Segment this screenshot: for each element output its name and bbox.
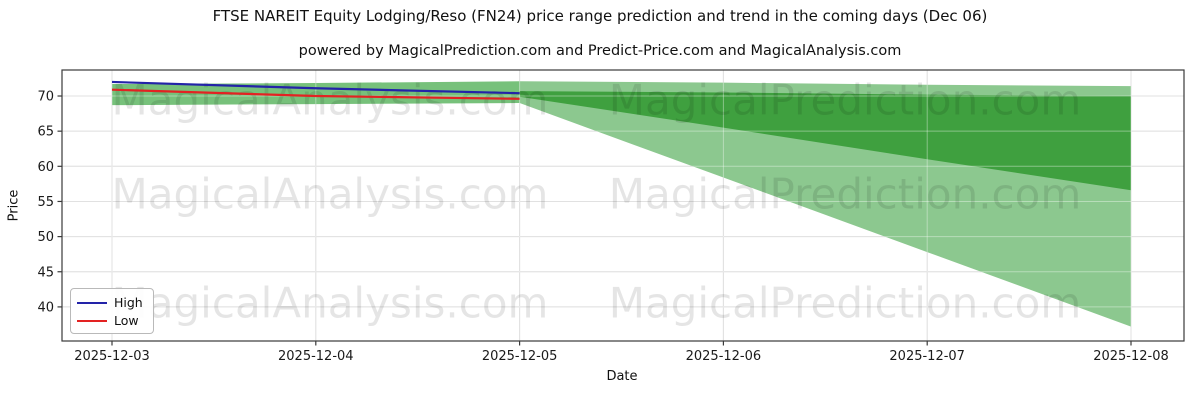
x-axis-label: Date	[606, 369, 638, 384]
legend-label-low: Low	[114, 312, 139, 328]
x-tick-label: 2025-12-08	[1093, 349, 1169, 364]
low-line-sample	[77, 319, 107, 323]
y-tick-label: 45	[37, 265, 54, 280]
x-tick-label: 2025-12-04	[278, 349, 354, 364]
y-tick-label: 60	[37, 160, 54, 175]
low-line	[111, 88, 520, 100]
y-tick-label: 65	[37, 125, 54, 140]
legend: High Low	[70, 288, 154, 334]
y-tick-label: 40	[37, 300, 54, 315]
chart-subtitle: powered by MagicalPrediction.com and Pre…	[298, 43, 902, 59]
watermark-prediction: MagicalPrediction.com	[609, 76, 1082, 125]
x-tick-label: 2025-12-07	[889, 349, 965, 364]
y-tick-label: 50	[37, 230, 54, 245]
prediction-bands	[112, 81, 1131, 327]
x-tick-label: 2025-12-03	[74, 349, 150, 364]
history-range-band	[112, 81, 520, 106]
price-lines	[111, 80, 520, 100]
y-tick-label: 70	[37, 90, 54, 105]
legend-entry-high: High	[77, 294, 153, 312]
x-tick-label: 2025-12-05	[482, 349, 558, 364]
watermark-text-layer: MagicalAnalysis.com MagicalPrediction.com…	[112, 76, 1082, 328]
x-tick-label: 2025-12-06	[686, 349, 762, 364]
chart-title: FTSE NAREIT Equity Lodging/Reso (FN24) p…	[212, 7, 988, 25]
watermark-analysis: MagicalAnalysis.com	[112, 76, 549, 125]
gridline-overlay	[62, 70, 1184, 341]
watermark-prediction: MagicalPrediction.com	[609, 170, 1082, 219]
legend-label-high: High	[114, 294, 143, 310]
watermark-prediction: MagicalPrediction.com	[609, 279, 1082, 328]
high-line-sample	[77, 301, 107, 305]
y-tick-label: 55	[37, 195, 54, 210]
plot-border	[61, 69, 1185, 342]
y-axis-label: Price	[6, 189, 22, 222]
axes-and-ticks: 2025-12-03 2025-12-04 2025-12-05 2025-12-06…	[37, 69, 1185, 364]
legend-entry-low: Low	[77, 312, 153, 330]
watermark-analysis: MagicalAnalysis.com	[112, 279, 549, 328]
watermark-analysis: MagicalAnalysis.com	[112, 170, 549, 219]
forecast-inner-band	[519, 91, 1131, 191]
high-line	[111, 80, 520, 95]
